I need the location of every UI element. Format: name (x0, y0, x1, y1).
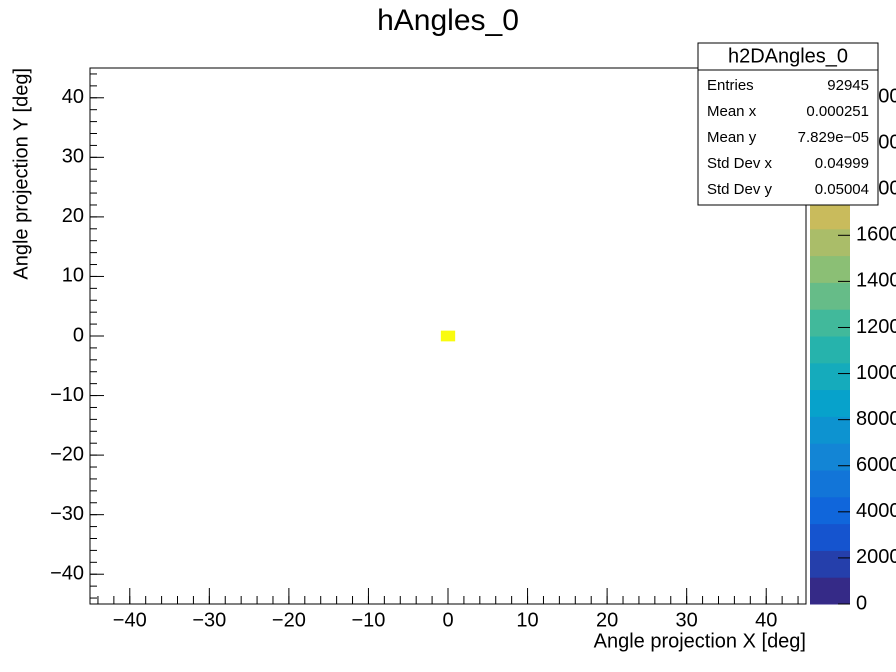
y-tick-label: 10 (62, 265, 84, 287)
colorbar-level (810, 282, 850, 310)
colorbar-level (810, 309, 850, 337)
y-tick-label: −40 (50, 563, 84, 585)
chart-title: hAngles_0 (377, 4, 519, 37)
heatmap-cell (440, 336, 448, 342)
colorbar-tick-label: 6000 (856, 454, 896, 476)
x-axis-label: Angle projection X [deg] (594, 630, 806, 652)
y-tick-label: 30 (62, 146, 84, 168)
colorbar-level (810, 389, 850, 417)
stats-value: 7.829e−05 (798, 129, 869, 146)
x-tick-label: −30 (192, 609, 226, 631)
x-tick-label: 0 (442, 609, 453, 631)
y-tick-label: −30 (50, 503, 84, 525)
x-tick-label: 20 (596, 609, 618, 631)
x-tick-label: 10 (516, 609, 538, 631)
y-tick-label: −10 (50, 384, 84, 406)
y-axis-label: Angle projection Y [deg] (10, 68, 32, 280)
heatmap-cell (440, 330, 448, 336)
colorbar-tick-label: 10000 (856, 362, 896, 384)
x-tick-label: −20 (272, 609, 306, 631)
stats-label: Std Dev x (707, 155, 773, 172)
heatmap-cell (448, 336, 456, 342)
colorbar-tick-label: 0 (856, 592, 867, 614)
x-tick-label: 40 (755, 609, 777, 631)
colorbar-tick-label: 4000 (856, 500, 896, 522)
x-tick-label: −10 (351, 609, 385, 631)
stats-value: 92945 (827, 77, 869, 94)
colorbar-level (810, 416, 850, 444)
colorbar-tick-label: 12000 (856, 316, 896, 338)
colorbar-level (810, 577, 850, 605)
x-tick-label: −40 (113, 609, 147, 631)
stats-label: Std Dev y (707, 181, 773, 198)
y-tick-label: −20 (50, 443, 84, 465)
colorbar-level (810, 362, 850, 391)
y-tick-label: 20 (62, 205, 84, 227)
colorbar-level (810, 523, 850, 551)
colorbar-tick-label: 14000 (856, 270, 896, 292)
colorbar-tick-label: 2000 (856, 546, 896, 568)
colorbar-level (810, 470, 850, 498)
colorbar-tick-label: 8000 (856, 408, 896, 430)
y-tick-label: 40 (62, 86, 84, 108)
stats-value: 0.000251 (806, 103, 869, 120)
stats-label: Mean x (707, 103, 757, 120)
x-tick-label: 30 (676, 609, 698, 631)
colorbar-level (810, 228, 850, 257)
colorbar-level (810, 550, 850, 578)
colorbar-level (810, 336, 850, 364)
colorbar-level (810, 496, 850, 525)
stats-label: Entries (707, 77, 754, 94)
y-tick-label: 0 (73, 324, 84, 346)
colorbar-tick-label: 16000 (856, 224, 896, 246)
stats-value: 0.05004 (815, 181, 869, 198)
heatmap-cell (448, 330, 456, 336)
stats-title: h2DAngles_0 (728, 45, 848, 67)
stats-value: 0.04999 (815, 155, 869, 172)
colorbar-level (810, 202, 850, 230)
stats-label: Mean y (707, 129, 757, 146)
colorbar-level (810, 443, 850, 471)
colorbar-level (810, 255, 850, 283)
